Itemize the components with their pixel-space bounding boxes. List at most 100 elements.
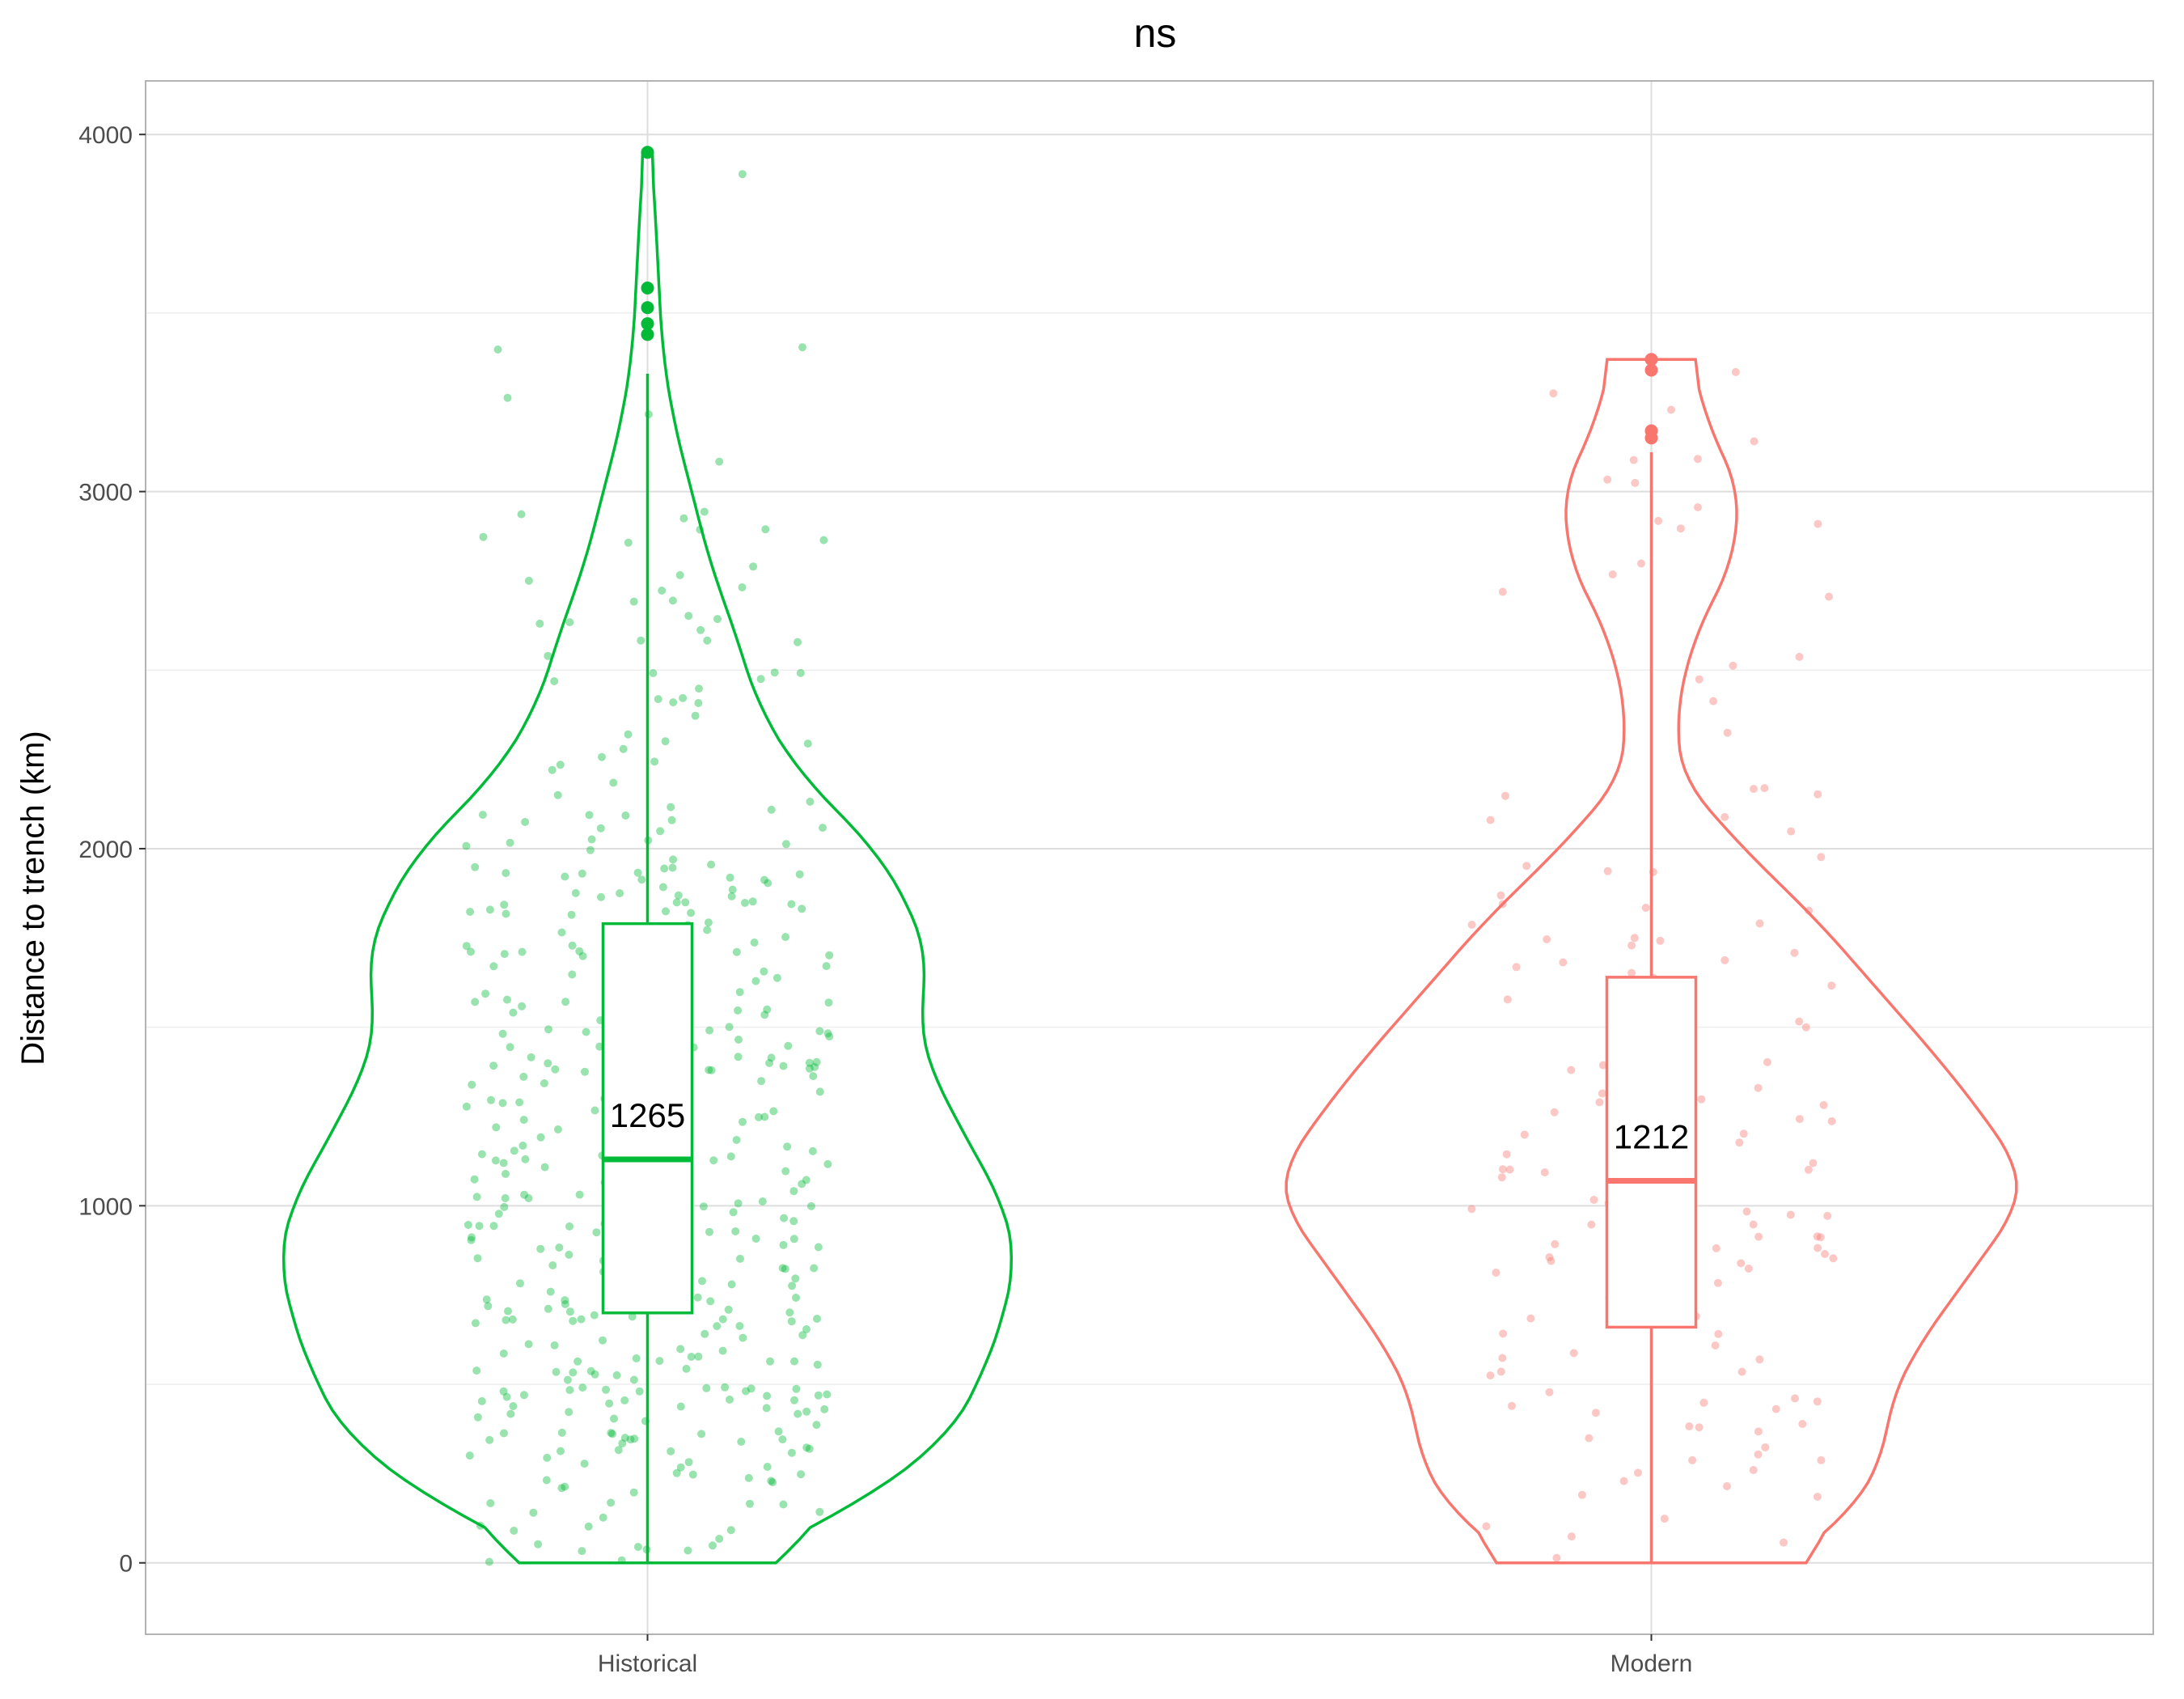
jitter-point [1508, 1401, 1516, 1410]
jitter-point [1498, 1165, 1507, 1174]
jitter-point [1496, 891, 1505, 900]
jitter-point [1630, 934, 1639, 943]
jitter-point [489, 962, 498, 971]
jitter-point [1499, 1329, 1508, 1338]
jitter-point [739, 1117, 747, 1126]
jitter-point [744, 1473, 753, 1482]
jitter-point [1813, 1232, 1822, 1241]
jitter-point [765, 1059, 774, 1067]
jitter-point [675, 570, 684, 579]
jitter-point [575, 1190, 584, 1199]
jitter-point [728, 885, 737, 894]
jitter-point [500, 1202, 509, 1211]
jitter-point [550, 1341, 559, 1349]
jitter-point [727, 892, 736, 900]
jitter-point [534, 1540, 543, 1549]
jitter-point [1795, 1115, 1804, 1124]
jitter-point [667, 816, 676, 824]
jitter-point [1813, 1493, 1822, 1501]
jitter-point [629, 1488, 638, 1497]
jitter-point [705, 1026, 714, 1035]
jitter-point [1712, 1244, 1721, 1252]
jitter-point [1754, 1083, 1763, 1092]
jitter-point [760, 875, 768, 884]
jitter-point [608, 1430, 617, 1438]
jitter-point [633, 868, 642, 877]
jitter-point [1721, 955, 1729, 964]
y-tick-label: 4000 [78, 122, 133, 149]
jitter-point [674, 891, 683, 900]
jitter-point [1761, 1443, 1770, 1451]
jitter-point [760, 1112, 769, 1121]
jitter-point [1714, 1329, 1723, 1338]
jitter-point [585, 811, 594, 820]
x-tick-label: Modern [1610, 1650, 1693, 1677]
jitter-point [695, 684, 703, 693]
jitter-point [482, 1295, 491, 1304]
jitter-point [632, 1354, 641, 1362]
jitter-point [813, 1315, 821, 1323]
jitter-point [598, 752, 606, 761]
jitter-point [1786, 1210, 1795, 1219]
jitter-point [669, 698, 678, 707]
jitter-point [1709, 697, 1718, 705]
jitter-point [1723, 728, 1732, 737]
jitter-point [607, 1498, 616, 1507]
jitter-point [620, 1396, 629, 1405]
jitter-point [626, 1435, 635, 1444]
jitter-point [516, 1279, 524, 1288]
jitter-point [527, 1053, 535, 1061]
jitter-point [806, 1201, 815, 1210]
jitter-point [1798, 1420, 1807, 1428]
jitter-point [672, 1468, 681, 1477]
jitter-point [1817, 853, 1826, 862]
jitter-point [1603, 475, 1612, 484]
jitter-point [679, 693, 688, 702]
jitter-point [561, 1296, 569, 1305]
jitter-point [705, 1227, 713, 1236]
jitter-point [718, 1346, 727, 1355]
jitter-point [1598, 1089, 1606, 1098]
jitter-point [479, 532, 488, 541]
jitter-point [518, 947, 527, 956]
jitter-point [676, 1463, 685, 1472]
jitter-point [1549, 389, 1558, 398]
jitter-point [580, 1460, 589, 1468]
jitter-point [502, 1392, 511, 1401]
jitter-point [784, 1041, 793, 1050]
jitter-point [506, 1409, 515, 1418]
jitter-point [681, 898, 690, 907]
jitter-point [521, 1155, 530, 1163]
jitter-point [699, 1202, 708, 1211]
jitter-point [809, 1072, 818, 1081]
jitter-point [795, 870, 804, 879]
jitter-point [781, 933, 790, 942]
jitter-point [1676, 524, 1685, 533]
jitter-point [568, 970, 577, 979]
jitter-point [1591, 1409, 1600, 1417]
jitter-point [696, 625, 705, 634]
jitter-point [823, 1029, 832, 1038]
jitter-point [463, 1221, 472, 1229]
jitter-point [721, 1383, 730, 1392]
jitter-point [1467, 1205, 1476, 1214]
jitter-point [1697, 1095, 1706, 1104]
jitter-point [1721, 812, 1729, 821]
jitter-point [536, 1244, 545, 1253]
jitter-point [687, 1353, 696, 1361]
jitter-point [487, 1095, 495, 1104]
jitter-point [506, 838, 514, 847]
jitter-point [519, 1391, 528, 1400]
jitter-point [1608, 570, 1617, 578]
jitter-point [546, 1287, 555, 1296]
jitter-point [781, 1167, 790, 1176]
jitter-point [762, 1404, 771, 1413]
jitter-point [1787, 827, 1796, 836]
jitter-point [1482, 1522, 1491, 1531]
jitter-point [669, 855, 678, 864]
jitter-point [1685, 1422, 1694, 1430]
jitter-point [575, 947, 584, 955]
jitter-point [703, 926, 712, 934]
